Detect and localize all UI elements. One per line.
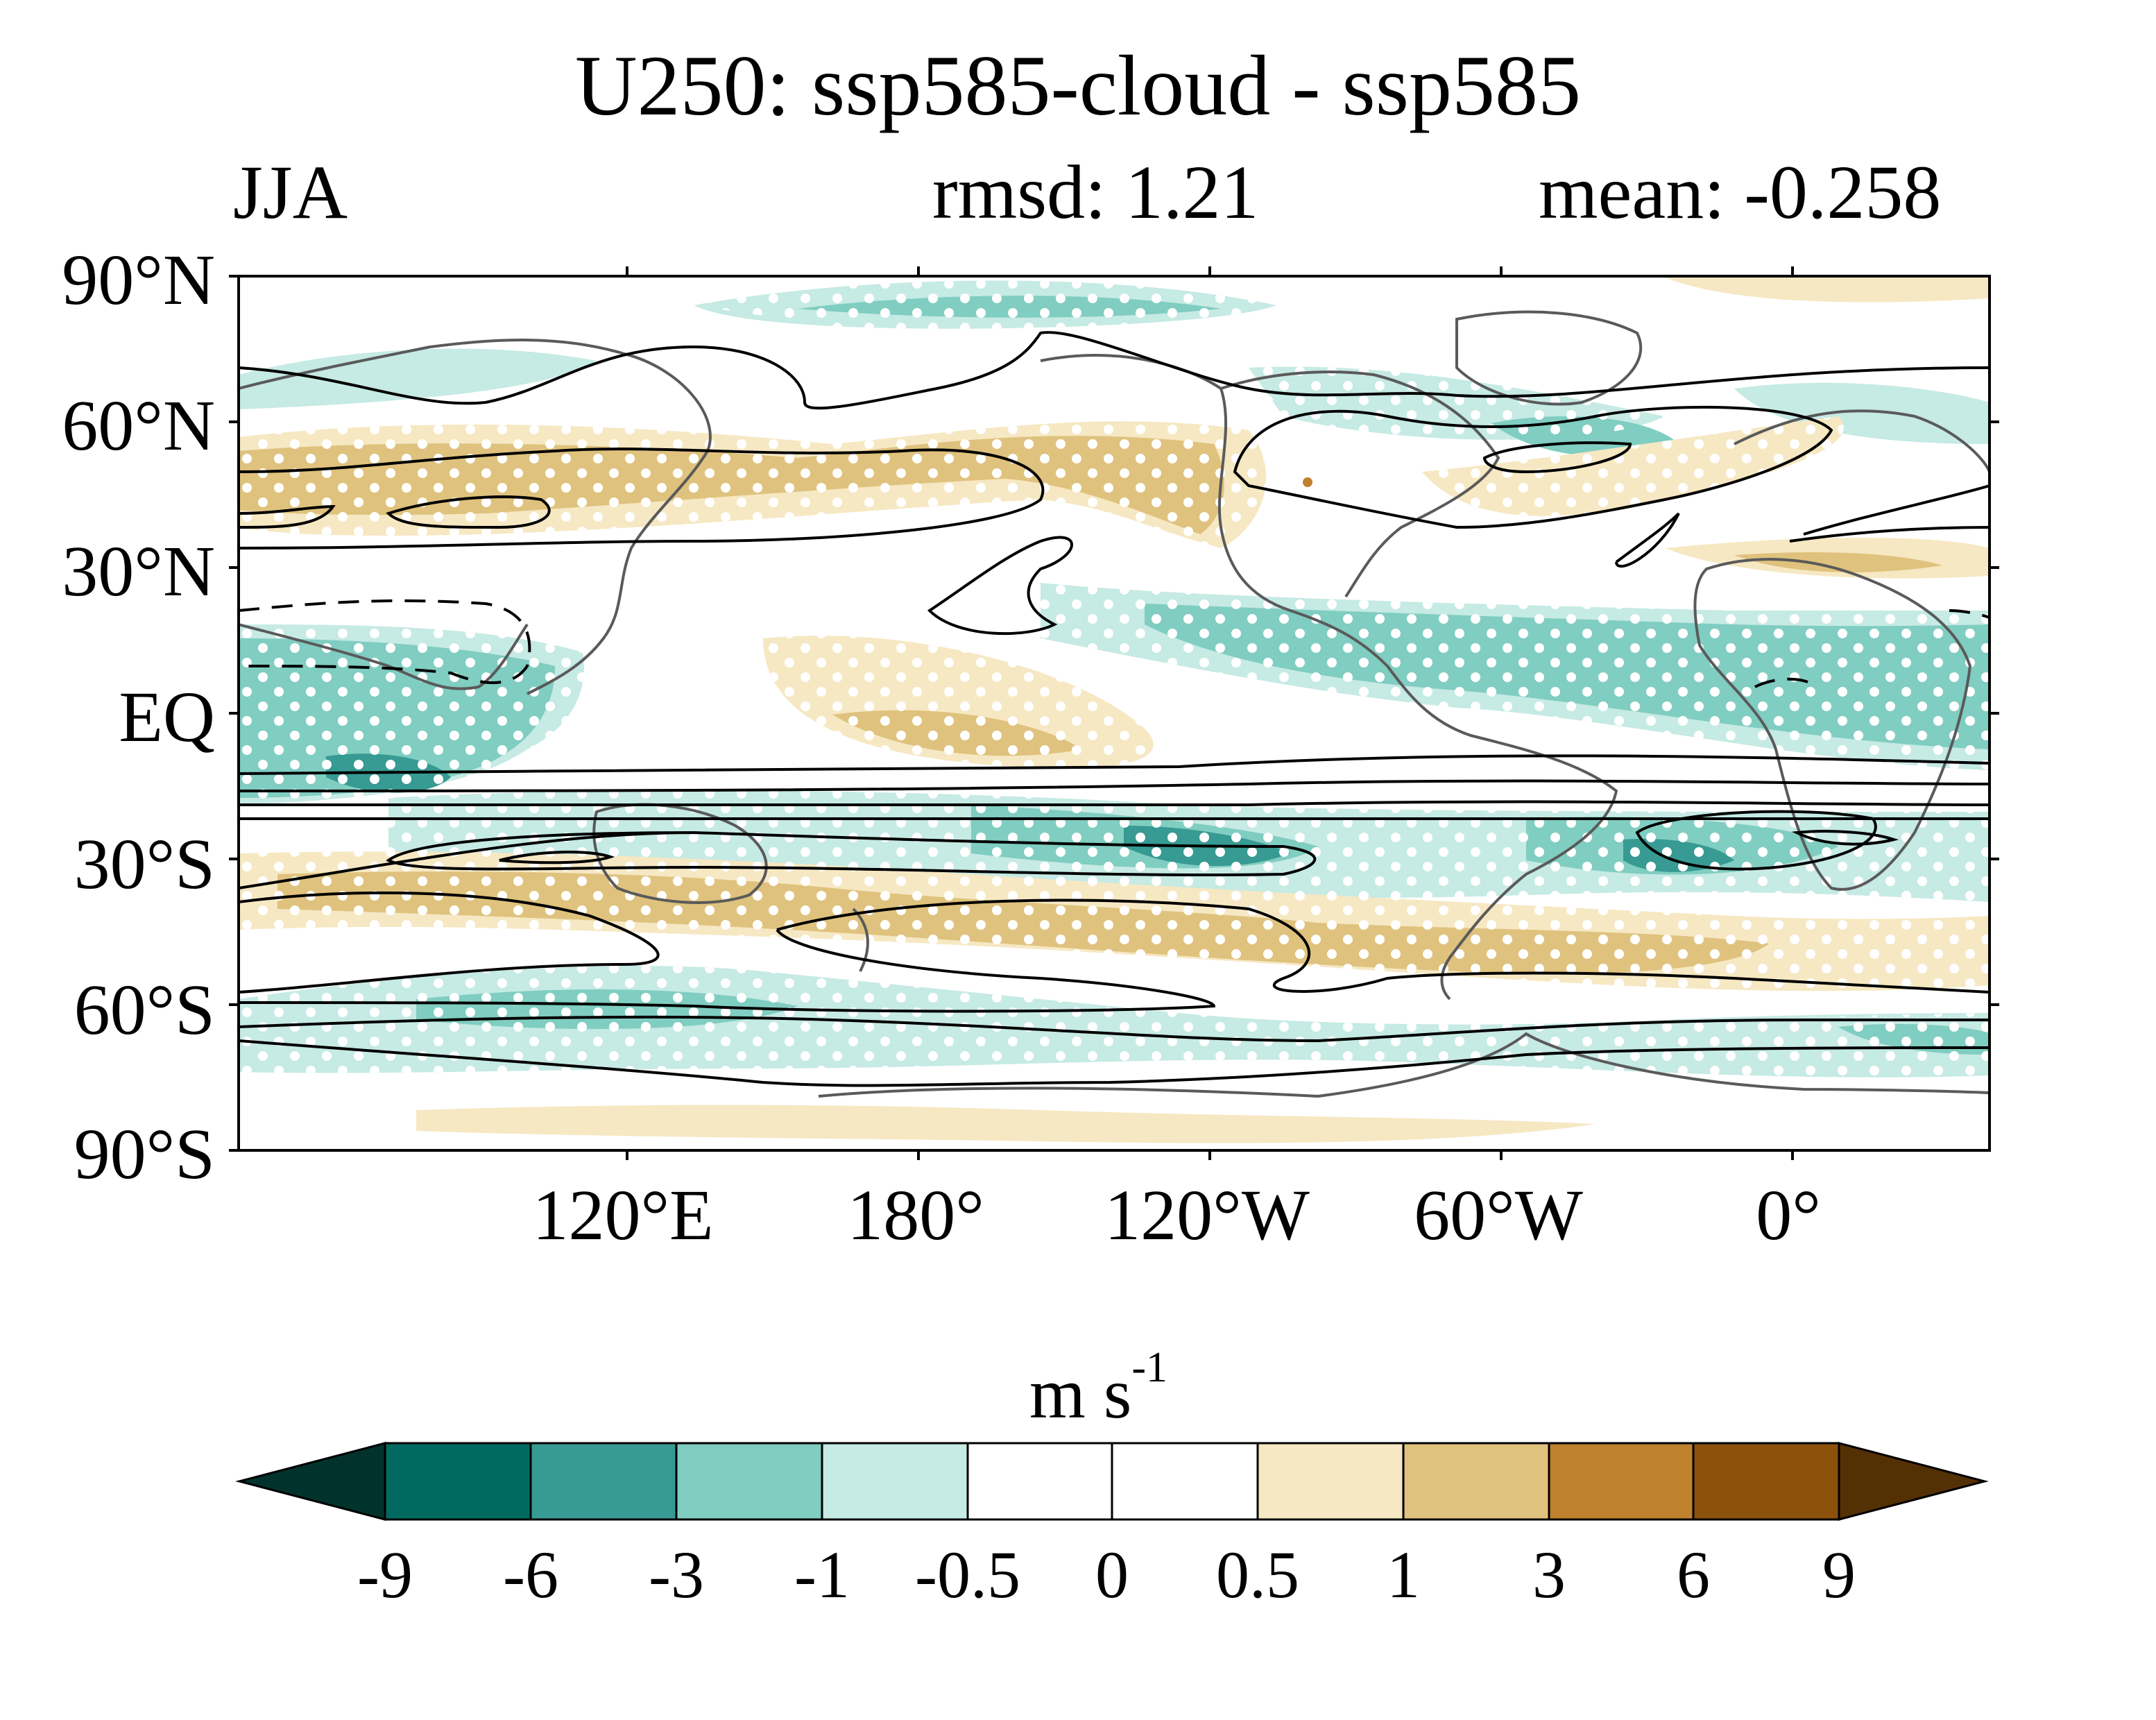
colorbar-max-extend: [1838, 1442, 1989, 1521]
colorbar-segment: [1402, 1442, 1550, 1521]
colorbar-segment: [1548, 1442, 1695, 1521]
lat-label-30s: 30°S: [74, 824, 215, 904]
cb-tick-label: -1: [794, 1538, 850, 1612]
cb-tick-label: 1: [1387, 1538, 1420, 1612]
contour-line: [1615, 512, 1680, 568]
colorbar-segment: [1692, 1442, 1840, 1521]
map-panel: [239, 276, 1990, 1150]
cb-tick-label: 0.5: [1216, 1538, 1299, 1612]
lat-label-60s: 60°S: [74, 970, 215, 1050]
lon-label-60w: 60°W: [1414, 1175, 1583, 1255]
contour-line: [1791, 830, 1899, 846]
colorbar-segment: [1256, 1442, 1405, 1521]
lon-label-0: 0°: [1756, 1175, 1821, 1255]
coastline: [818, 1032, 1990, 1098]
cb-tick-label: 9: [1822, 1538, 1856, 1612]
coastline: [1693, 558, 1972, 891]
lat-label-90s: 90°S: [74, 1114, 215, 1194]
colorbar: [235, 1442, 1989, 1521]
cb-tick-label: 0: [1095, 1538, 1129, 1612]
colorbar-min-extend: [235, 1442, 386, 1521]
positive-anomaly-region: [1303, 477, 1312, 487]
contour-line: [239, 891, 660, 994]
contour-line: [239, 831, 1317, 889]
mean-label: mean: -0.258: [1539, 150, 1942, 235]
coastline: [1040, 354, 1618, 1001]
season-label: JJA: [233, 150, 348, 235]
contour-line: [1803, 484, 1990, 536]
contour-line: [239, 504, 336, 529]
rmsd-label: rmsd: 1.21: [932, 150, 1259, 235]
contour-line: [776, 899, 1990, 994]
lat-label-eq: EQ: [119, 677, 215, 757]
axis-ticks: [229, 266, 1999, 1160]
cb-tick-label: -0.5: [915, 1538, 1020, 1612]
coastline: [239, 339, 712, 695]
contour-line-easterly: [1754, 677, 1819, 688]
contour-line: [239, 800, 1990, 807]
colorbar-segment: [821, 1442, 969, 1521]
contour-line: [239, 1039, 1990, 1087]
contour-line: [239, 331, 1990, 410]
lat-label-60n: 60°N: [62, 386, 215, 466]
contour-line: [239, 779, 1990, 792]
negative-anomaly-region: [1734, 382, 1990, 444]
colorbar-segment: [1111, 1442, 1259, 1521]
contour-line: [239, 754, 1990, 775]
colorbar-segment: [529, 1442, 678, 1521]
coastline: [1220, 371, 1500, 598]
cb-tick-label: -3: [649, 1538, 704, 1612]
positive-anomaly-region: [1665, 278, 1990, 303]
coastline: [1734, 409, 1990, 472]
contour-line: [239, 928, 1216, 1013]
contour-line: [239, 448, 1045, 550]
colorbar-segment: [675, 1442, 823, 1521]
contour-line: [1233, 405, 1833, 529]
cb-tick-label: 3: [1532, 1538, 1566, 1612]
positive-anomaly-region: [416, 1105, 1595, 1143]
contour-line-easterly: [239, 599, 531, 684]
plot-title: U250: ssp585-cloud - ssp585: [574, 38, 1582, 133]
contour-line: [239, 1015, 1990, 1043]
lat-label-90n: 90°N: [62, 240, 215, 320]
cb-tick-label: -9: [357, 1538, 413, 1612]
colorbar-segment: [384, 1442, 532, 1521]
coastline: [239, 623, 529, 690]
lat-label-30n: 30°N: [62, 531, 215, 611]
negative-anomaly-region: [239, 348, 597, 409]
coastline: [592, 803, 768, 904]
cb-tick-label: -6: [503, 1538, 558, 1612]
contour-line: [386, 495, 551, 529]
positive-anomaly-region: [1734, 552, 1942, 572]
lon-label-180: 180°: [847, 1175, 984, 1255]
cb-tick-label: 6: [1677, 1538, 1710, 1612]
coastlines: [239, 310, 1990, 1098]
contour-line: [1789, 526, 1990, 543]
lon-label-120e: 120°E: [532, 1175, 714, 1255]
climatology-contours: [239, 331, 1990, 1087]
lon-label-120w: 120°W: [1104, 1175, 1310, 1255]
contour-line: [499, 851, 615, 865]
contour-line: [927, 536, 1073, 636]
colorbar-segment: [966, 1442, 1113, 1521]
colorbar-units: m s-1: [1029, 1344, 1168, 1433]
contour-line: [1482, 441, 1632, 474]
